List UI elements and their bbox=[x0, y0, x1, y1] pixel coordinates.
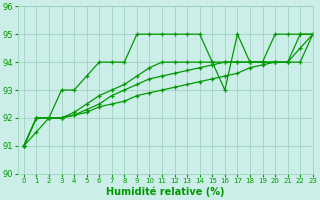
X-axis label: Humidité relative (%): Humidité relative (%) bbox=[106, 187, 224, 197]
